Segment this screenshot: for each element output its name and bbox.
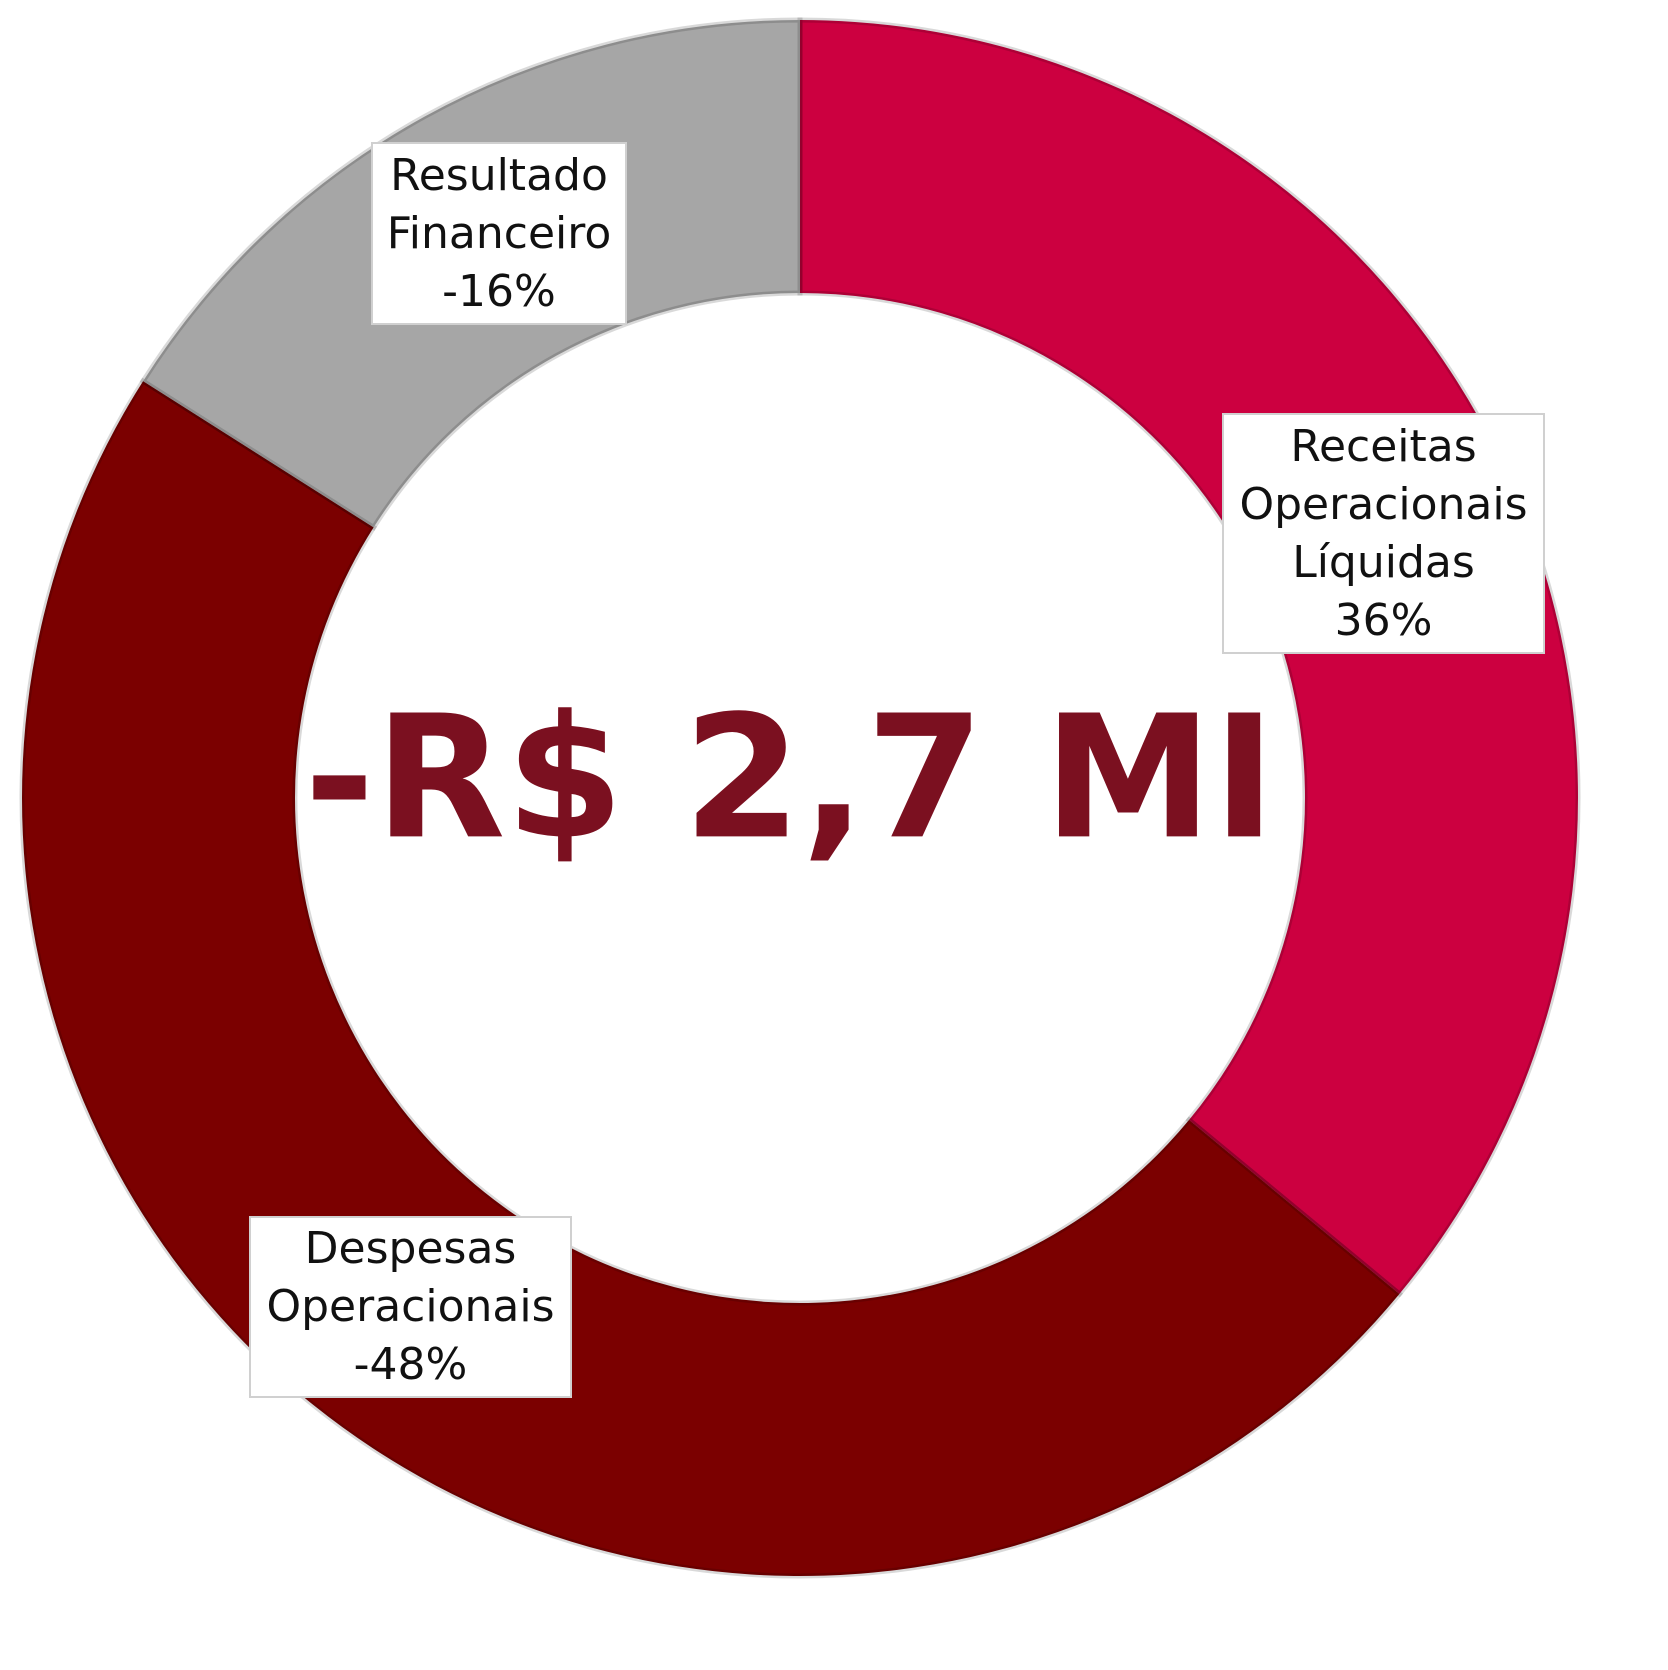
value-label: 36% — [1334, 594, 1433, 646]
donut-slice — [19, 377, 1403, 1579]
value-label: -48% — [353, 1339, 468, 1390]
data-label: Resultado Financeiro -16% — [371, 142, 627, 325]
category-label: Despesas Operacionais — [266, 1223, 555, 1332]
category-label: Resultado Financeiro — [386, 149, 612, 259]
donut-slice — [797, 17, 1581, 1298]
data-label: Despesas Operacionais -48% — [249, 1216, 572, 1398]
category-label: Receitas Operacionais Líquidas — [1239, 420, 1528, 588]
center-label: -R$ 2,7 MI — [304, 679, 1276, 877]
data-label: Receitas Operacionais Líquidas 36% — [1222, 413, 1545, 654]
value-label: -16% — [442, 265, 556, 317]
